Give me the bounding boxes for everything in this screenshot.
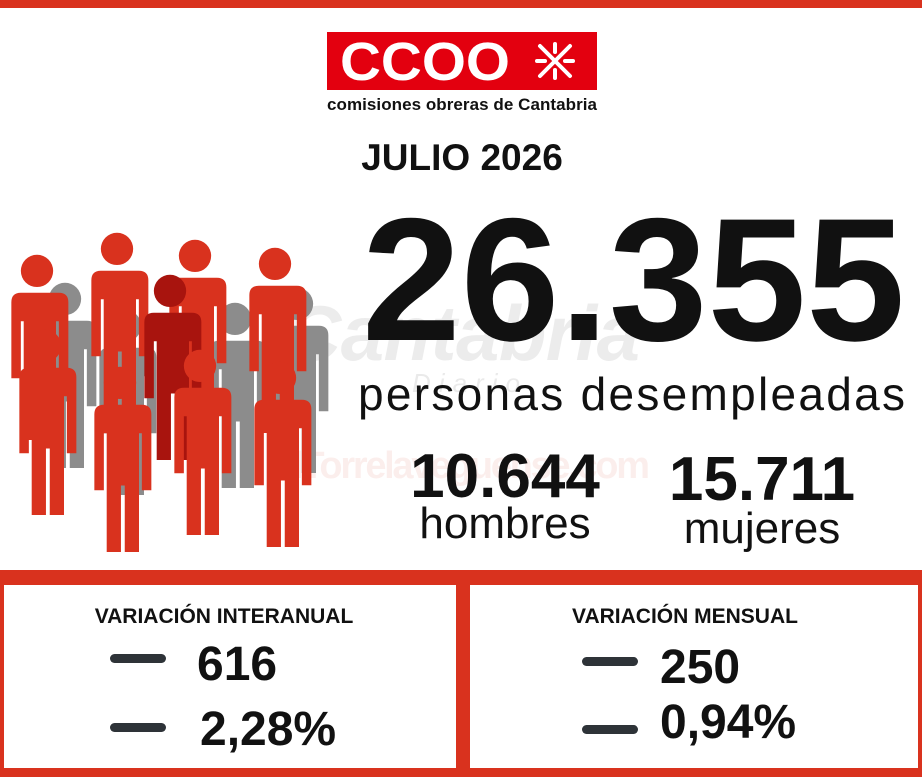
left-border <box>0 585 4 770</box>
watermark: Cantabria <box>285 289 640 377</box>
variation-title: VARIACIÓN MENSUAL <box>572 604 798 628</box>
bottom-bar <box>0 768 922 777</box>
logo-symbol <box>535 42 575 80</box>
organization: comisiones obreras de Cantabria <box>327 95 598 114</box>
minus-sign <box>110 723 166 732</box>
variation-absolute: 250 <box>660 641 740 694</box>
men-label: hombres <box>419 499 590 548</box>
minus-sign <box>110 654 166 663</box>
top-bar <box>0 0 922 8</box>
variation-percent: 2,28% <box>200 703 336 756</box>
minus-sign <box>582 657 638 666</box>
variation-absolute: 616 <box>197 638 277 691</box>
women-label: mujeres <box>684 504 841 553</box>
period: JULIO 2026 <box>361 137 563 178</box>
vertical-divider <box>456 585 470 770</box>
watermark: Diario <box>412 368 528 398</box>
total-label: personas desempleadas <box>358 368 905 420</box>
variation-title: VARIACIÓN INTERANUAL <box>95 604 354 628</box>
logo-box <box>327 32 597 90</box>
watermark: ElTorrelaveguense.com <box>270 445 650 487</box>
men-value: 10.644 <box>410 442 600 511</box>
variation-percent: 0,94% <box>660 696 796 749</box>
right-border <box>918 585 922 770</box>
women-value: 15.711 <box>669 445 855 514</box>
total-value: 26.355 <box>362 183 905 378</box>
minus-sign <box>582 725 638 734</box>
logo-text: CCOO <box>340 32 510 92</box>
divider-bar <box>0 570 922 585</box>
